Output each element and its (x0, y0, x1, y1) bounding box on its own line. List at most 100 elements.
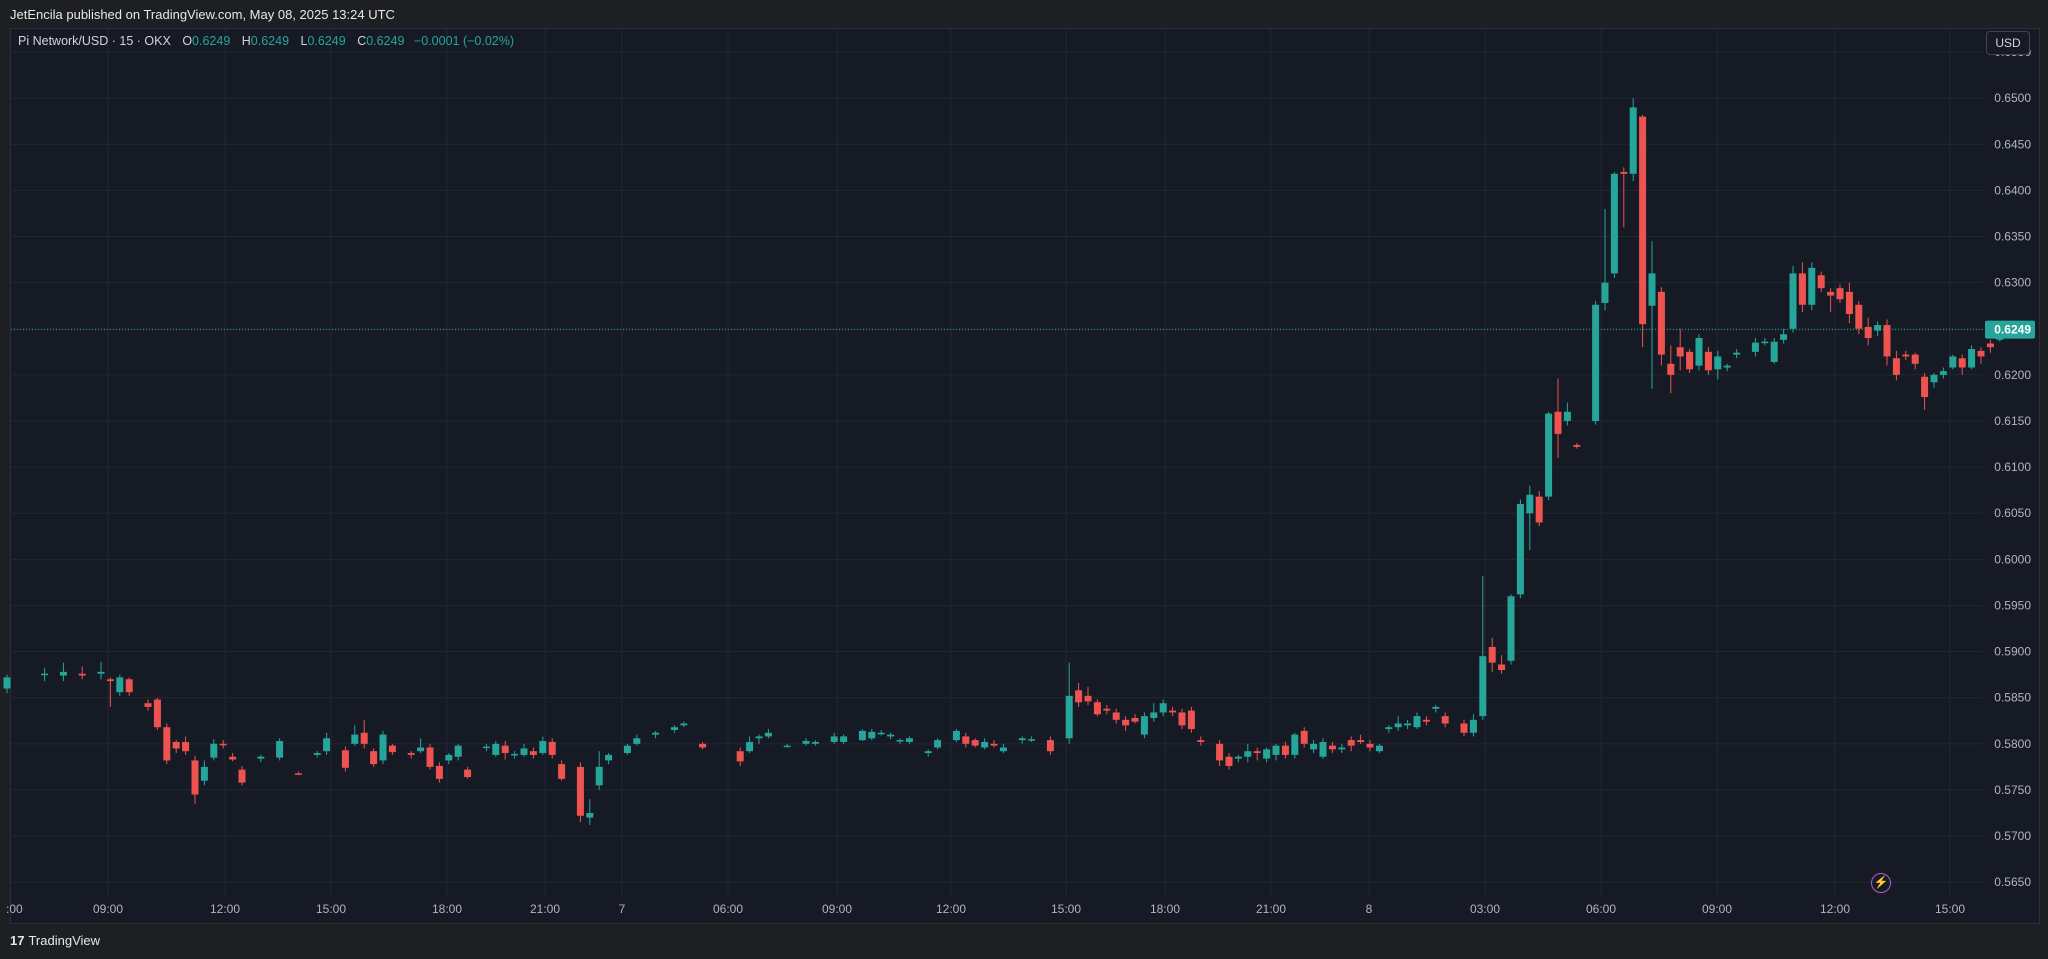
candle-body (1413, 716, 1421, 728)
candle-body (1216, 743, 1224, 761)
candle-body (1018, 738, 1026, 741)
bearish-candle (1986, 339, 1994, 353)
bullish-candle (1413, 712, 1421, 730)
bullish-candle (41, 668, 49, 682)
candle-body (407, 753, 415, 755)
bullish-candle (652, 730, 660, 739)
candle-body (482, 746, 490, 749)
lightning-bolt-icon[interactable]: ⚡ (1871, 873, 1891, 893)
price-tick-label: 0.6500 (1994, 91, 2031, 105)
symbol-legend: Pi Network/USD · 15 · OKX O0.6249 H0.624… (18, 34, 514, 48)
candle-body (1554, 411, 1562, 434)
bearish-candle (172, 740, 180, 754)
bearish-candle (1676, 328, 1684, 371)
bearish-candle (1892, 350, 1900, 381)
bullish-candle (670, 725, 678, 733)
candle-body (492, 743, 500, 755)
candle-body (1648, 273, 1656, 306)
candle-body (1244, 751, 1252, 757)
bullish-candle (539, 736, 547, 755)
bearish-candle (1639, 114, 1647, 348)
candle-body (1986, 343, 1994, 348)
time-tick-label: 15:00 (316, 902, 346, 916)
candle-body (1460, 723, 1468, 733)
candle-body (1385, 727, 1393, 730)
bullish-candle (3, 674, 11, 694)
bullish-candle (1939, 367, 1947, 379)
tradingview-logo[interactable]: 17 TradingView (10, 933, 100, 948)
candle-body (1093, 702, 1101, 715)
candle-body (1695, 337, 1703, 366)
footer: 17 TradingView (0, 924, 2048, 959)
bullish-candle (1469, 714, 1477, 737)
bullish-candle (323, 732, 331, 755)
price-tick-label: 0.6050 (1994, 506, 2031, 520)
candle-body (840, 736, 848, 742)
candle-body (163, 727, 171, 761)
candle-body (1263, 749, 1271, 759)
candle-body (764, 732, 772, 737)
bearish-candle (1112, 708, 1120, 724)
candle-body (1347, 740, 1355, 746)
bullish-candle (313, 751, 321, 758)
candle-body (1714, 356, 1722, 370)
bullish-candle (1751, 337, 1759, 357)
bullish-candle (858, 729, 866, 742)
bullish-candle (840, 734, 848, 744)
bearish-candle (1958, 354, 1966, 375)
candle-body (520, 748, 528, 755)
bullish-candle (116, 674, 124, 696)
bullish-candle (802, 738, 810, 746)
bullish-candle (1516, 499, 1524, 599)
candle-body (605, 754, 613, 761)
candle-body (182, 741, 190, 752)
candle-body (736, 751, 744, 762)
candle-body (1733, 352, 1741, 355)
bullish-candle (1150, 703, 1158, 722)
candle-body (1131, 717, 1139, 722)
bullish-candle (1244, 743, 1252, 763)
price-tick-label: 0.6100 (1994, 460, 2031, 474)
bullish-candle (934, 738, 942, 750)
candle-body (1187, 710, 1195, 730)
bullish-candle (1018, 736, 1026, 744)
bullish-candle (1404, 719, 1412, 730)
candle-body (210, 743, 218, 758)
candle-body (191, 760, 199, 795)
bearish-candle (1093, 699, 1101, 717)
candle-body (1272, 745, 1280, 755)
bullish-candle (1319, 738, 1327, 759)
candle-body (144, 703, 152, 707)
bearish-candle (1441, 712, 1449, 728)
bullish-candle (755, 734, 763, 744)
candle-body (1629, 107, 1637, 174)
price-tick-label: 0.6450 (1994, 137, 2031, 151)
bearish-candle (1498, 655, 1506, 674)
candle-body (1394, 723, 1402, 728)
candle-body (971, 740, 979, 746)
bearish-candle (182, 736, 190, 755)
chart-pane[interactable] (10, 28, 2040, 924)
candle-body (595, 766, 603, 786)
candle-body (1892, 358, 1900, 375)
bearish-candle (1798, 262, 1806, 313)
candle-body (1291, 734, 1299, 755)
bearish-candle (435, 762, 443, 783)
bearish-candle (1535, 491, 1543, 527)
candle-body (1864, 326, 1872, 338)
candle-body (548, 741, 556, 755)
currency-button[interactable]: USD (1986, 31, 2030, 55)
candle-body (1516, 504, 1524, 595)
candle-body (868, 731, 876, 739)
bearish-candle (1911, 352, 1919, 370)
candle-body (1479, 656, 1487, 717)
candle-body (962, 736, 970, 744)
candle-body (858, 730, 866, 741)
candle-body (633, 738, 641, 744)
bullish-candle (952, 729, 960, 742)
candle-body (1723, 365, 1731, 368)
candle-body (1498, 664, 1506, 671)
bearish-candle (1460, 719, 1468, 737)
time-tick-label: 03:00 (1470, 902, 1500, 916)
